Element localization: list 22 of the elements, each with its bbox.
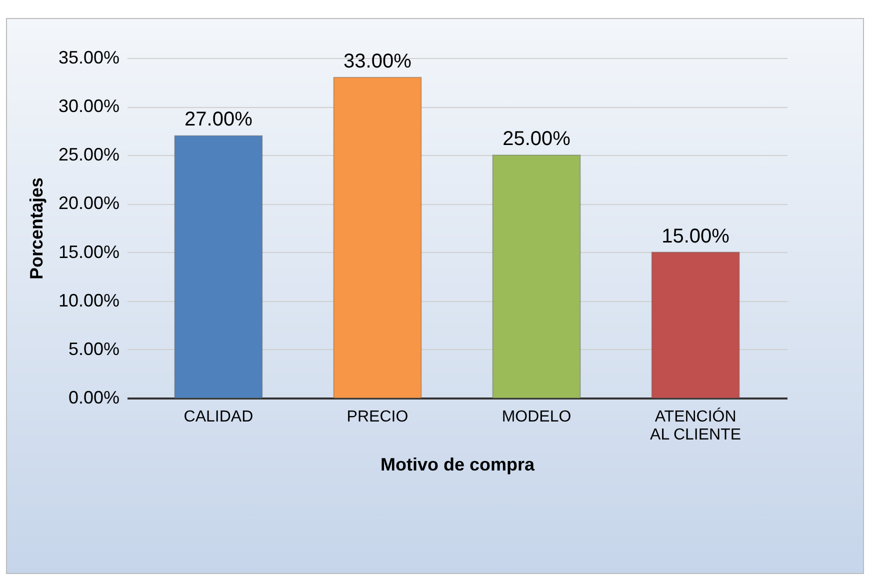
data-label: 25.00% bbox=[502, 128, 571, 150]
x-tick-label: CALIDAD bbox=[184, 408, 254, 426]
y-tick-label: 5.00% bbox=[68, 338, 120, 359]
bar bbox=[651, 252, 740, 398]
data-label: 27.00% bbox=[184, 108, 253, 131]
y-tick-label: 20.00% bbox=[58, 193, 120, 214]
x-tick-label: PRECIO bbox=[346, 408, 408, 426]
data-label: 15.00% bbox=[662, 225, 730, 248]
bar bbox=[333, 76, 422, 398]
bar bbox=[174, 135, 263, 398]
y-axis-title: Porcentajes bbox=[26, 177, 46, 280]
data-label: 33.00% bbox=[344, 50, 412, 72]
x-tick-label: MODELO bbox=[502, 408, 572, 426]
y-tick-label: 15.00% bbox=[58, 242, 120, 262]
x-tick-label: ATENCIÓN AL CLIENTE bbox=[650, 408, 742, 444]
y-tick-label: 0.00% bbox=[68, 388, 120, 408]
y-tick-label: 25.00% bbox=[58, 144, 120, 165]
y-tick-label: 30.00% bbox=[58, 96, 120, 116]
y-tick-label: 10.00% bbox=[58, 290, 120, 310]
x-axis-title: Motivo de compra bbox=[380, 454, 536, 474]
y-tick-label: 35.00% bbox=[58, 48, 120, 68]
bar bbox=[492, 154, 581, 398]
